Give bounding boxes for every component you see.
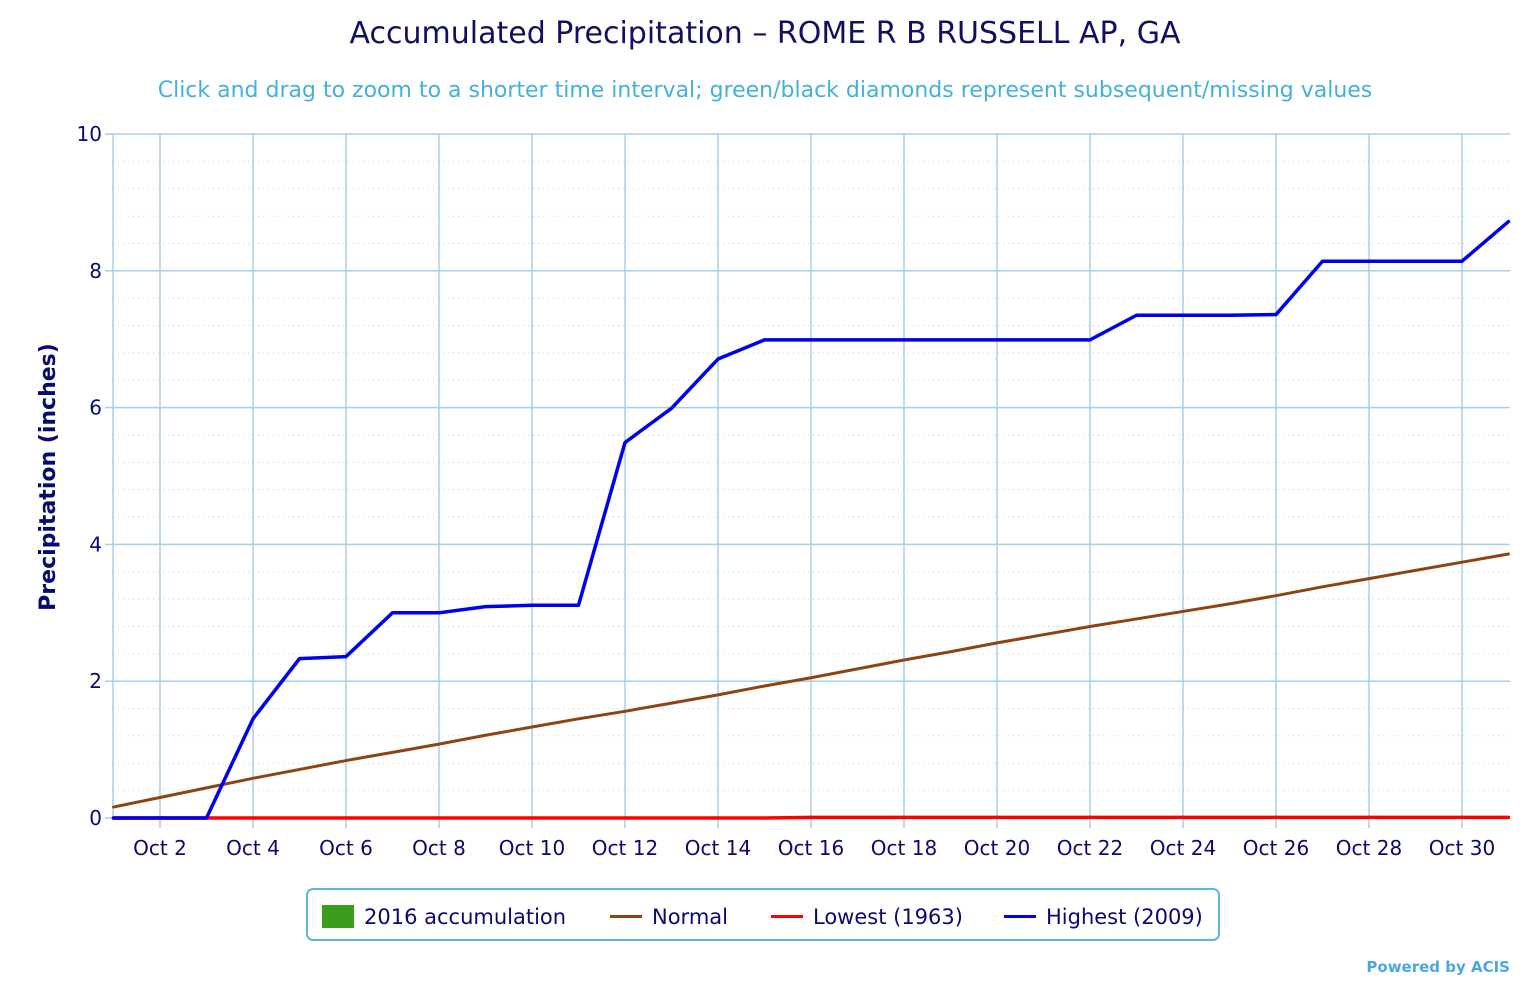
x-tick-label: Oct 24: [1150, 836, 1216, 860]
plot-area[interactable]: 0 2 4 6 8 10 Oct 2 Oct 4 Oct 6 Oct 8 Oct 10 Oct 12 O…: [77, 122, 1511, 860]
x-tick-label: Oct 28: [1336, 836, 1402, 860]
legend-label-normal: Normal: [652, 904, 728, 929]
series-line-highest-2009[interactable]: [111, 219, 1511, 820]
credit-link[interactable]: Powered by ACIS: [1366, 958, 1510, 976]
y-tick-label: 8: [89, 259, 102, 283]
legend-item-lowest[interactable]: Lowest (1963): [771, 890, 963, 943]
x-tick-label: Oct 2: [133, 836, 187, 860]
x-tick-label: Oct 8: [412, 836, 466, 860]
y-axis-label: Precipitation (inches): [36, 343, 61, 611]
x-tick-label: Oct 14: [685, 836, 751, 860]
legend-swatch-normal: [610, 915, 642, 918]
y-tick-label: 6: [89, 396, 102, 420]
chart-title: Accumulated Precipitation – ROME R B RUS…: [350, 16, 1181, 51]
legend-label-accumulation: 2016 accumulation: [364, 904, 567, 929]
x-tick-label: Oct 16: [778, 836, 844, 860]
x-tick-label: Oct 4: [226, 836, 280, 860]
x-tick-label: Oct 30: [1429, 836, 1495, 860]
y-tick-label: 4: [89, 532, 102, 556]
x-tick-label: Oct 12: [592, 836, 658, 860]
series-line-normal[interactable]: [112, 552, 1510, 809]
legend-item-accumulation[interactable]: 2016 accumulation: [322, 890, 566, 943]
x-tick-label: Oct 20: [964, 836, 1030, 860]
x-tick-label: Oct 18: [871, 836, 937, 860]
chart-subtitle: Click and drag to zoom to a shorter time…: [158, 78, 1373, 103]
series-line-lowest-1963[interactable]: [111, 815, 1511, 820]
y-tick-label: 2: [89, 669, 102, 693]
x-tick-label: Oct 26: [1243, 836, 1309, 860]
y-tick-label: 10: [77, 122, 102, 146]
legend-swatch-highest: [1004, 915, 1036, 918]
x-tick-label: Oct 22: [1057, 836, 1123, 860]
legend-swatch-accumulation: [322, 905, 354, 928]
legend: 2016 accumulation Normal Lowest (1963) H…: [306, 888, 1220, 941]
x-tick-label: Oct 10: [499, 836, 565, 860]
y-tick-label: 0: [89, 806, 102, 830]
legend-label-lowest: Lowest (1963): [813, 904, 963, 929]
x-tick-label: Oct 6: [319, 836, 373, 860]
legend-swatch-lowest: [771, 915, 803, 918]
legend-item-highest[interactable]: Highest (2009): [1004, 890, 1203, 943]
legend-label-highest: Highest (2009): [1046, 904, 1203, 929]
legend-item-normal[interactable]: Normal: [610, 890, 728, 943]
